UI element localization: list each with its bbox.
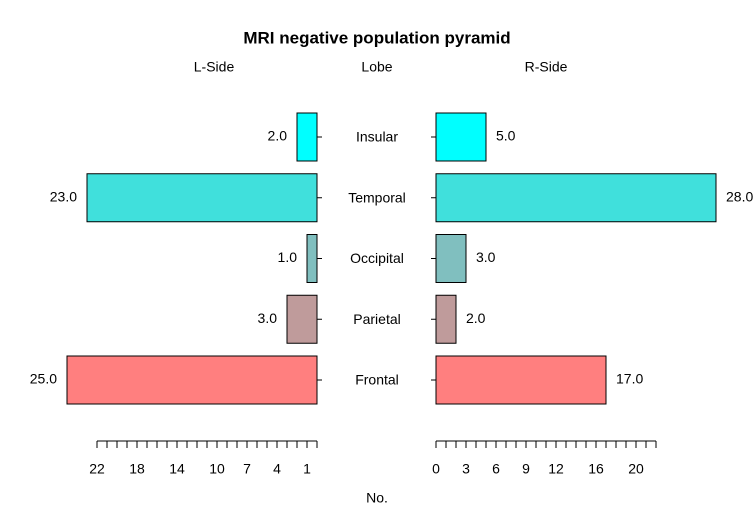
x-tick-label: 1 (303, 461, 311, 477)
bar (435, 234, 467, 283)
value-label: 3.0 (476, 249, 496, 265)
x-tick-label: 0 (432, 461, 440, 477)
value-label: 2.0 (268, 128, 288, 144)
x-tick-label: 6 (492, 461, 500, 477)
value-label: 5.0 (496, 128, 516, 144)
category-label: Occipital (350, 250, 404, 266)
bar (286, 294, 318, 344)
category-label: Temporal (348, 189, 406, 205)
x-tick-label: 10 (209, 461, 225, 477)
value-label: 2.0 (466, 310, 486, 326)
x-tick-label: 12 (548, 461, 564, 477)
x-tick-label: 16 (588, 461, 604, 477)
x-axis-title: No. (366, 490, 388, 506)
chart-title: MRI negative population pyramid (243, 28, 510, 47)
bar (86, 173, 318, 223)
x-tick-label: 18 (129, 461, 145, 477)
x-tick-label: 22 (89, 461, 105, 477)
category-header: Lobe (361, 59, 392, 75)
x-tick-label: 3 (462, 461, 470, 477)
bar (435, 355, 607, 405)
value-label: 17.0 (616, 371, 643, 387)
x-tick-label: 20 (628, 461, 644, 477)
category-label: Insular (356, 129, 398, 145)
bar (435, 112, 487, 162)
bar (296, 112, 318, 162)
bar (435, 173, 717, 223)
value-label: 1.0 (278, 249, 298, 265)
bar (66, 355, 318, 405)
bar (306, 234, 318, 283)
left-header: L-Side (194, 59, 235, 75)
x-tick-label: 14 (169, 461, 185, 477)
value-label: 3.0 (258, 310, 278, 326)
x-tick-label: 7 (243, 461, 251, 477)
bar (435, 294, 457, 344)
right-header: R-Side (525, 59, 568, 75)
value-label: 23.0 (50, 188, 77, 204)
x-tick-label: 4 (273, 461, 281, 477)
value-label: 28.0 (726, 188, 753, 204)
value-label: 25.0 (30, 371, 57, 387)
x-tick-label: 9 (522, 461, 530, 477)
category-label: Frontal (355, 372, 399, 388)
category-label: Parietal (353, 311, 400, 327)
